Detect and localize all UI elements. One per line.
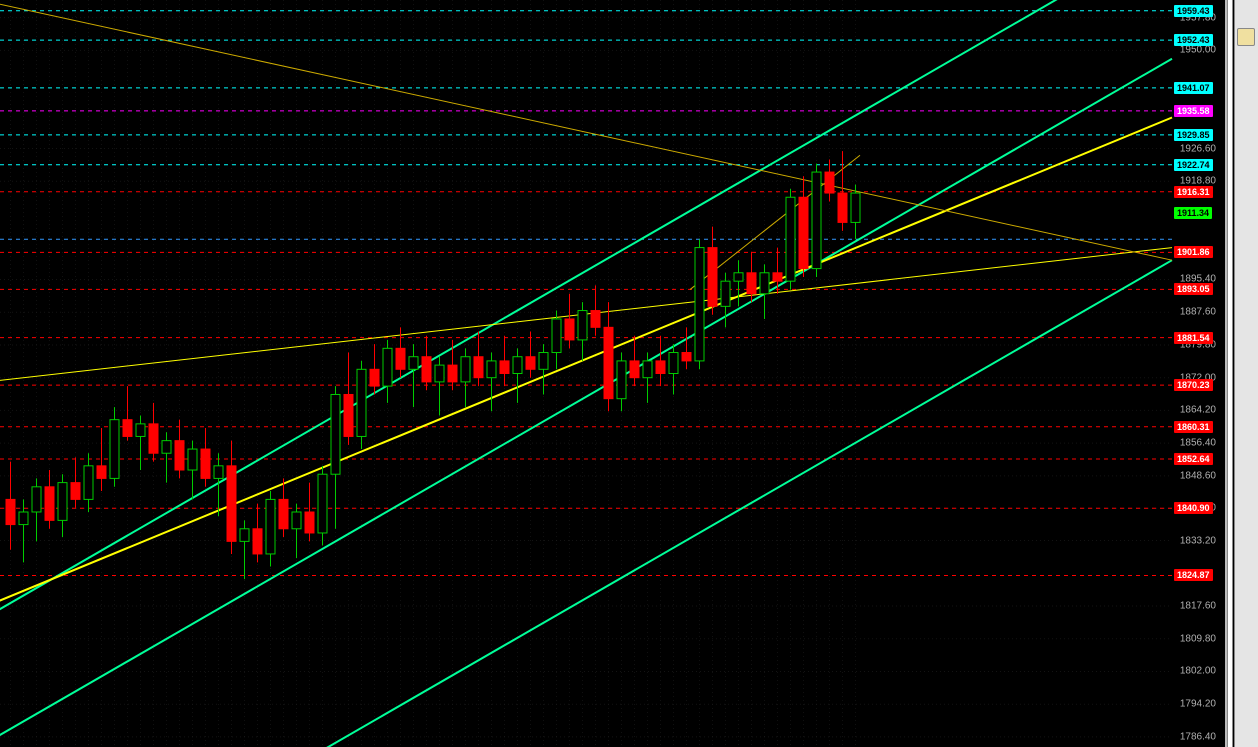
y-axis-tick-label: 1887.60 xyxy=(1180,307,1216,318)
y-axis-tick-label: 1856.40 xyxy=(1180,438,1216,449)
price-level-tag: 1893.05 xyxy=(1174,283,1213,295)
price-level-tag: 1840.90 xyxy=(1174,502,1213,514)
price-level-tag: 1901.86 xyxy=(1174,246,1213,258)
y-axis-tick-label: 1926.60 xyxy=(1180,143,1216,154)
price-level-tag: 1916.31 xyxy=(1174,186,1213,198)
y-axis-tick-label: 1794.20 xyxy=(1180,699,1216,710)
y-axis-tick-label: 1809.80 xyxy=(1180,633,1216,644)
price-level-tag: 1952.43 xyxy=(1174,34,1213,46)
price-level-tag: 1860.31 xyxy=(1174,421,1213,433)
price-level-tag: 1881.54 xyxy=(1174,332,1213,344)
price-level-tag: 1935.58 xyxy=(1174,105,1213,117)
trading-chart[interactable]: 1786.40 1794.20 1802.00 1809.80 1817.60 1833.… xyxy=(0,0,1258,747)
indicator-icon[interactable] xyxy=(1237,28,1255,46)
price-level-tag: 1824.87 xyxy=(1174,569,1213,581)
chart-canvas[interactable] xyxy=(0,0,1258,747)
y-axis-tick-label: 1848.60 xyxy=(1180,470,1216,481)
y-axis-tick-label: 1802.00 xyxy=(1180,666,1216,677)
price-level-tag: 1941.07 xyxy=(1174,82,1213,94)
right-gutter xyxy=(1234,0,1258,747)
price-level-tag: 1870.23 xyxy=(1174,379,1213,391)
price-level-tag: 1922.74 xyxy=(1174,159,1213,171)
y-axis-tick-label: 1950.00 xyxy=(1180,45,1216,56)
y-axis-tick-label: 1817.60 xyxy=(1180,600,1216,611)
y-axis-tick-label: 1786.40 xyxy=(1180,731,1216,742)
vertical-scrollbar[interactable] xyxy=(1227,0,1233,747)
price-level-tag: 1911.34 xyxy=(1174,207,1212,219)
price-level-tag: 1959.43 xyxy=(1174,5,1213,17)
price-level-tag: 1929.85 xyxy=(1174,129,1213,141)
y-axis-tick-label: 1864.20 xyxy=(1180,405,1216,416)
price-level-tag: 1852.64 xyxy=(1174,453,1213,465)
y-axis-tick-label: 1833.20 xyxy=(1180,535,1216,546)
